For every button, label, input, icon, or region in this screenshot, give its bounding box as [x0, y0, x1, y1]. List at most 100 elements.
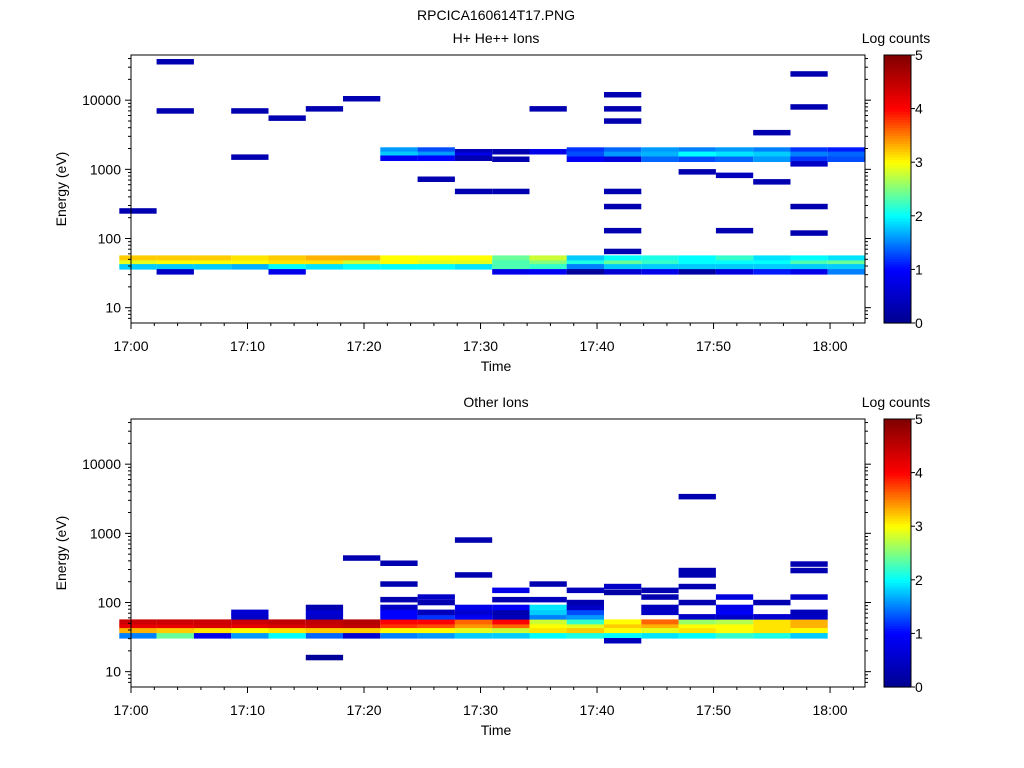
- heatmap-cell: [193, 619, 232, 625]
- heatmap-cell: [604, 203, 642, 210]
- colorbar-tick-label: 3: [915, 518, 923, 534]
- colorbar-swatch: [884, 288, 911, 292]
- colorbar-swatch: [884, 178, 911, 182]
- heatmap-cell: [231, 633, 269, 639]
- heatmap-cell: [305, 628, 344, 634]
- colorbar-swatch: [884, 534, 911, 538]
- colorbar-swatch: [884, 566, 911, 570]
- heatmap-cell: [529, 264, 567, 270]
- x-tick-label: 17:40: [580, 702, 615, 718]
- colorbar-swatch: [884, 609, 911, 613]
- heatmap-cell: [790, 147, 828, 153]
- colorbar-swatch: [884, 542, 911, 546]
- heatmap-cell: [492, 633, 530, 639]
- colorbar-swatch: [884, 301, 911, 305]
- colorbar-swatch: [884, 277, 911, 281]
- heatmap-cell: [417, 599, 455, 606]
- heatmap-cell: [753, 260, 791, 266]
- heatmap-cell: [790, 609, 828, 616]
- heatmap-cell: [641, 594, 679, 600]
- colorbar-swatch: [884, 558, 911, 562]
- heatmap-cell: [231, 154, 269, 160]
- colorbar-swatch: [884, 461, 911, 466]
- heatmap-cell: [566, 599, 604, 606]
- heatmap-cell: [715, 624, 754, 630]
- heatmap-cell: [604, 156, 642, 162]
- heatmap-cell: [231, 260, 269, 266]
- colorbar-swatch: [884, 274, 911, 279]
- colorbar-swatch: [884, 213, 911, 217]
- colorbar-swatch: [884, 63, 911, 67]
- colorbar-swatch: [884, 159, 911, 163]
- heatmap-cell: [827, 264, 865, 270]
- heatmap-cell: [380, 609, 418, 616]
- colorbar-swatch: [884, 221, 911, 225]
- heatmap-cell: [678, 619, 716, 625]
- heatmap-cell: [678, 260, 716, 266]
- colorbar-swatch: [884, 620, 911, 624]
- colorbar-swatch: [884, 644, 911, 648]
- heatmap-cell: [454, 155, 493, 161]
- heatmap-cell: [790, 269, 828, 275]
- x-tick-label: 17:50: [696, 338, 731, 354]
- heatmap-cell: [305, 614, 344, 620]
- heatmap-cell: [678, 269, 716, 275]
- heatmap-cell: [753, 599, 791, 606]
- heatmap-cell: [678, 633, 716, 639]
- heatmap-cell: [268, 264, 306, 270]
- panel-title: Other Ions: [463, 394, 528, 410]
- colorbar-swatch: [884, 210, 911, 214]
- colorbar-swatch: [884, 97, 911, 102]
- heatmap-cell: [454, 572, 493, 578]
- colorbar-frame: [883, 54, 912, 324]
- heatmap-cell: [715, 619, 754, 625]
- heatmap-cell: [641, 269, 679, 275]
- heatmap-cell: [231, 619, 269, 625]
- heatmap-cell: [454, 188, 493, 195]
- heatmap-cell: [790, 255, 828, 261]
- heatmap-cell: [715, 147, 754, 153]
- heatmap-cell: [417, 264, 455, 270]
- colorbar-swatch: [884, 186, 911, 190]
- colorbar-swatch: [884, 440, 911, 444]
- heatmap-cell: [119, 255, 157, 261]
- heatmap-cell: [790, 619, 828, 625]
- panel-h-he-ions: H+ He++ Ions Log counts 17:00 17:10 17:20 1…: [53, 30, 930, 374]
- colorbar-swatch: [884, 138, 911, 142]
- heatmap-cell: [715, 255, 754, 261]
- x-tick-label: 17:20: [346, 338, 381, 354]
- heatmap-cell: [715, 594, 754, 600]
- colorbar-tick-label: 4: [915, 101, 923, 117]
- heatmap-cell: [454, 604, 493, 611]
- heatmap-cell: [641, 147, 679, 153]
- heatmap-cell: [604, 633, 642, 639]
- colorbar: 0 1 2 3 4 5: [883, 47, 923, 331]
- heatmap-cell: [641, 609, 679, 616]
- heatmap-cell: [715, 269, 754, 275]
- heatmap-cell: [454, 537, 493, 543]
- colorbar-swatch: [884, 269, 911, 273]
- colorbar-swatch: [884, 469, 911, 474]
- heatmap-cell: [715, 260, 754, 266]
- colorbar-swatch: [884, 111, 911, 115]
- colorbar-swatch: [884, 563, 911, 567]
- heatmap-cell: [417, 633, 455, 639]
- heatmap-cell: [604, 188, 642, 195]
- heatmap-cell: [566, 624, 604, 630]
- colorbar-swatch: [884, 657, 911, 661]
- colorbar-swatch: [884, 148, 911, 153]
- heatmap-cell: [753, 619, 791, 625]
- heatmap-cell: [790, 260, 828, 266]
- heatmap-cell: [305, 255, 344, 261]
- x-axis-label: Time: [481, 358, 512, 374]
- colorbar-swatch: [884, 684, 911, 688]
- heatmap-cell: [492, 628, 530, 634]
- heatmap-cell: [790, 156, 828, 162]
- heatmap-cell: [492, 260, 530, 266]
- colorbar-swatch: [884, 601, 911, 605]
- heatmap-cell: [678, 156, 716, 162]
- heatmap-cell: [380, 604, 418, 611]
- heatmap-cell: [678, 255, 716, 261]
- heatmap-cell: [678, 567, 716, 574]
- heatmap-cell: [604, 227, 642, 234]
